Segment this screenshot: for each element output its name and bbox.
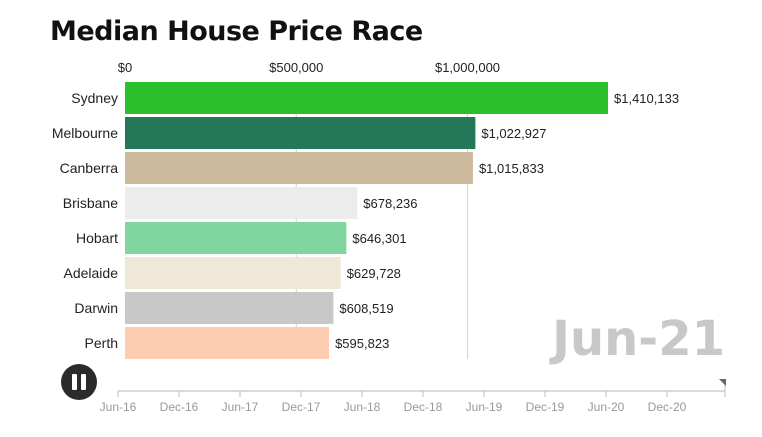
- timeline-label: Dec-19: [526, 400, 565, 414]
- pause-icon: [72, 374, 77, 390]
- pause-button[interactable]: [61, 364, 97, 400]
- chart-title: Median House Price Race: [50, 16, 423, 47]
- current-date-label: Jun-21: [549, 311, 725, 367]
- timeline-label: Jun-17: [222, 400, 259, 414]
- timeline-label: Jun-20: [588, 400, 625, 414]
- timeline-label: Dec-18: [404, 400, 443, 414]
- x-axis-ticks: $0 $500,000 $1,000,000: [118, 60, 500, 75]
- value-label: $1,015,833: [479, 161, 544, 176]
- bar-melbourne: [125, 117, 476, 149]
- value-label: $608,519: [339, 301, 393, 316]
- timeline-slider[interactable]: Jun-16 Dec-16 Jun-17 Dec-17 Jun-18 Dec-18 Jun-…: [100, 379, 726, 414]
- category-label: Brisbane: [63, 195, 118, 211]
- category-label: Hobart: [76, 230, 118, 246]
- value-label: $595,823: [335, 336, 389, 351]
- value-label: $1,410,133: [614, 91, 679, 106]
- bar-adelaide: [125, 257, 341, 289]
- x-tick-label: $500,000: [269, 60, 323, 75]
- pause-icon-bar: [81, 374, 86, 390]
- value-label: $1,022,927: [481, 126, 546, 141]
- bar-darwin: [125, 292, 334, 324]
- bar-perth: [125, 327, 330, 359]
- timeline-label: Jun-19: [466, 400, 503, 414]
- timeline-label: Dec-16: [160, 400, 199, 414]
- x-tick-label: $0: [118, 60, 132, 75]
- category-label: Darwin: [74, 300, 118, 316]
- category-label: Perth: [85, 335, 118, 351]
- timeline-label: Dec-20: [648, 400, 687, 414]
- value-label: $629,728: [347, 266, 401, 281]
- timeline-label: Jun-18: [344, 400, 381, 414]
- value-label: $646,301: [352, 231, 406, 246]
- category-label: Canberra: [60, 160, 119, 176]
- x-tick-label: $1,000,000: [435, 60, 500, 75]
- timeline-handle[interactable]: [719, 379, 726, 386]
- timeline-label: Dec-17: [282, 400, 321, 414]
- value-label: $678,236: [363, 196, 417, 211]
- bar-sydney: [125, 82, 608, 114]
- timeline-label: Jun-16: [100, 400, 137, 414]
- category-label: Sydney: [71, 90, 118, 106]
- bar-brisbane: [125, 187, 358, 219]
- bar-canberra: [125, 152, 473, 184]
- bars-layer: Sydney $1,410,133 Melbourne $1,022,927 Canbe…: [52, 82, 679, 359]
- category-label: Melbourne: [52, 125, 118, 141]
- bar-hobart: [125, 222, 347, 254]
- category-label: Adelaide: [64, 265, 119, 281]
